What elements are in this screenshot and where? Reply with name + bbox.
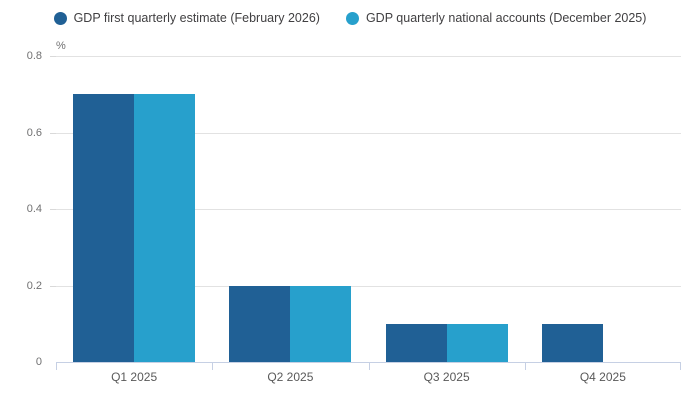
legend-label: GDP quarterly national accounts (Decembe… <box>365 11 647 25</box>
bar-series-1-q2-2025[interactable] <box>229 285 291 362</box>
bar-series-1-q4-2025[interactable] <box>541 323 603 362</box>
y-axis-tick-label: 0 <box>35 356 42 368</box>
category-group-q3-2025 <box>369 56 525 362</box>
category-group-q2-2025 <box>212 56 368 362</box>
x-axis-tick <box>680 362 681 370</box>
legend-label: GDP first quarterly estimate (February 2… <box>73 11 320 25</box>
y-axis-tick-label: 0.8 <box>26 50 42 62</box>
x-axis-category-label: Q4 2025 <box>579 370 626 384</box>
legend-dot-icon <box>53 11 67 25</box>
bar-series-1-q3-2025[interactable] <box>385 323 447 362</box>
x-axis-line <box>56 362 681 363</box>
y-axis-unit-label: % <box>56 40 66 52</box>
gridline-y-0.4 <box>56 209 681 210</box>
gridline-y-0.2 <box>56 285 681 287</box>
y-axis-tick <box>50 285 56 287</box>
y-axis-tick <box>50 56 56 57</box>
bar-series-1-q1-2025[interactable] <box>73 94 135 362</box>
y-axis-tick-label: 0.2 <box>26 279 42 292</box>
x-axis-category-label: Q3 2025 <box>423 370 470 384</box>
y-axis-tick <box>50 209 56 210</box>
x-axis-category-label: Q1 2025 <box>111 370 158 384</box>
plot-area: 0 0.2 0.4 0.6 0.8 Q1 2025 Q2 2025 Q3 2025 Q4 202… <box>27 50 681 384</box>
bar-series-2-q1-2025[interactable] <box>134 94 196 362</box>
gridline-y-0.8 <box>56 56 681 57</box>
gridline-y-0.6 <box>56 132 681 134</box>
x-axis-category-label: Q2 2025 <box>267 370 314 384</box>
category-group-q1-2025 <box>56 56 212 362</box>
category-group-q4-2025 <box>525 56 681 362</box>
x-axis-tick <box>212 362 213 370</box>
legend-item-series-2[interactable]: GDP quarterly national accounts (Decembe… <box>345 11 647 25</box>
y-axis-tick <box>50 132 56 134</box>
x-axis-tick <box>525 362 526 370</box>
x-axis-tick <box>369 362 370 370</box>
legend-dot-icon <box>345 11 359 25</box>
y-axis-tick-label: 0.6 <box>26 126 42 139</box>
legend-item-series-1[interactable]: GDP first quarterly estimate (February 2… <box>53 11 320 25</box>
chart-legend: GDP first quarterly estimate (February 2… <box>0 11 700 25</box>
y-axis-tick-label: 0.4 <box>26 203 42 215</box>
bar-series-2-q2-2025[interactable] <box>290 285 352 362</box>
bar-series-2-q3-2025[interactable] <box>446 323 508 362</box>
x-axis-tick <box>56 362 57 370</box>
